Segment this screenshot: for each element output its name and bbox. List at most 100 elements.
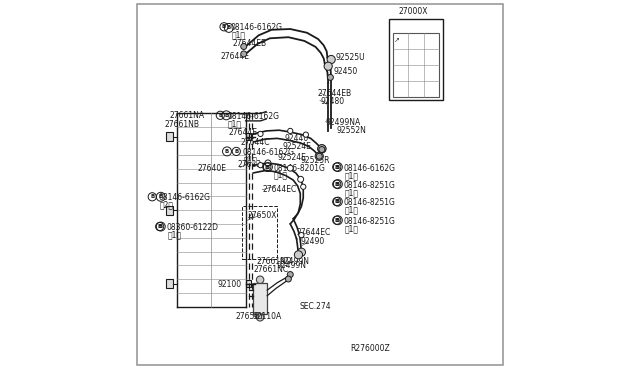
Text: 27640E: 27640E [198,164,227,173]
Text: 08146-8251G: 08146-8251G [344,198,396,207]
Text: （1）: （1） [228,119,242,128]
Circle shape [318,145,326,153]
Circle shape [298,248,305,256]
Text: 08146-6162G: 08146-6162G [227,112,279,121]
Text: （1）: （1） [344,206,358,215]
Text: B: B [335,218,339,223]
Circle shape [319,147,325,153]
Circle shape [265,160,271,166]
Text: （1）: （1） [232,31,246,40]
Text: 27661NC: 27661NC [254,265,289,274]
Text: （1）: （1） [344,224,358,233]
Text: B: B [222,24,226,29]
Text: B: B [227,25,231,31]
Text: B: B [336,218,340,223]
Circle shape [298,176,303,182]
Text: 92524E: 92524E [282,142,311,151]
Text: 92440: 92440 [285,134,309,143]
Text: 27644E: 27644E [220,52,250,61]
Text: 92499NA: 92499NA [326,118,361,126]
Text: 08146-8251G: 08146-8251G [344,217,396,226]
Bar [246,133,251,140]
Text: ↗: ↗ [394,36,400,42]
Text: 27644E: 27644E [229,128,258,137]
Text: 08146-6162G: 08146-6162G [159,193,211,202]
Text: 92100: 92100 [218,280,242,289]
Text: 08146-8251G: 08146-8251G [344,181,396,190]
Circle shape [241,44,246,49]
Text: B: B [335,199,339,204]
Circle shape [327,55,335,64]
Text: 92450: 92450 [333,67,357,76]
Circle shape [257,276,264,283]
Circle shape [287,128,293,134]
Text: 27644C: 27644C [240,138,269,147]
Text: 08146-6162G: 08146-6162G [344,164,396,173]
Text: 27000X: 27000X [399,7,428,16]
Text: 27661NA: 27661NA [170,111,204,120]
Text: 27644EB: 27644EB [317,89,351,98]
Circle shape [241,51,246,57]
Text: B: B [234,149,239,154]
Bar [253,283,267,314]
Text: 27650X: 27650X [248,211,277,220]
Circle shape [303,132,308,137]
Text: B: B [336,164,340,170]
Text: R276000Z: R276000Z [351,344,390,353]
Text: B: B [159,224,163,229]
Circle shape [316,153,322,159]
Text: 08146-6162G: 08146-6162G [231,23,283,32]
Text: 27644EC: 27644EC [262,185,296,194]
Text: 27650Y: 27650Y [235,312,264,321]
Circle shape [287,165,293,171]
Circle shape [257,314,264,321]
Text: 27661NB: 27661NB [164,120,200,129]
Text: B: B [157,224,162,229]
Text: 27661ND: 27661ND [256,257,292,266]
Text: 92552N: 92552N [337,126,367,135]
Text: 92480: 92480 [321,97,345,106]
Text: （1）: （1） [168,231,182,240]
Text: 08360-6122D: 08360-6122D [166,223,218,232]
Bar [389,19,443,100]
Text: （1）: （1） [273,171,287,180]
Circle shape [328,74,333,80]
Text: 92499N: 92499N [280,257,310,266]
Text: B: B [159,194,163,199]
Circle shape [315,152,323,160]
Text: 92110A: 92110A [252,312,282,321]
Text: 92525U: 92525U [335,53,365,62]
Text: 27644EC: 27644EC [297,228,331,237]
Text: 08146-6162G: 08146-6162G [243,148,295,157]
Text: 92525R: 92525R [301,156,330,165]
Text: 92524E: 92524E [277,153,306,162]
Text: B: B [335,164,339,170]
Circle shape [287,272,293,278]
Circle shape [258,163,263,168]
Circle shape [318,145,326,153]
Text: B: B [335,182,339,187]
Text: B: B [266,164,270,170]
Text: B: B [336,199,340,204]
Bar [246,280,251,288]
Text: （1）: （1） [344,188,358,197]
Text: 92490: 92490 [301,237,325,246]
Text: B: B [218,113,223,118]
Text: 27623: 27623 [237,160,262,169]
Text: （1）: （1） [344,171,358,180]
Text: 27644EB: 27644EB [232,39,267,48]
Circle shape [258,131,263,137]
Circle shape [299,232,304,238]
Bar [166,206,173,215]
Text: SEC.274: SEC.274 [300,302,331,311]
Text: （2）: （2） [159,201,173,210]
Text: B: B [224,113,228,118]
Bar [242,206,277,259]
Text: 08146-8201G: 08146-8201G [273,164,325,173]
Text: B: B [225,149,229,154]
Text: B: B [336,182,340,187]
Text: B: B [265,164,269,170]
Bar [166,279,173,288]
Bar [392,33,439,97]
Circle shape [324,62,332,70]
